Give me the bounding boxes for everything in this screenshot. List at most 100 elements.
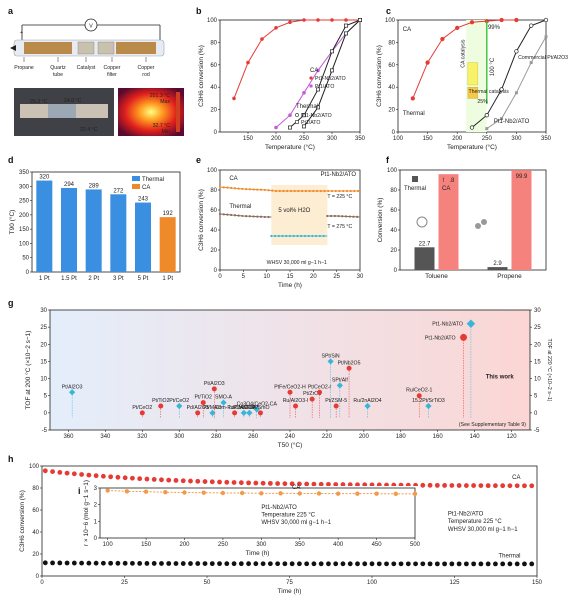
x-tick-label: 220: [322, 434, 333, 440]
point-label: PtFe/CeO2-H: [274, 384, 306, 390]
data-point: [340, 482, 346, 487]
svg-text:V: V: [89, 24, 93, 30]
data-point: [303, 234, 307, 238]
data-point: [42, 560, 48, 566]
point-label: Pt1-Nb2/ATO: [425, 335, 456, 341]
y-tick-label: 1: [94, 519, 98, 525]
data-point: [105, 488, 110, 493]
data-point: [122, 560, 128, 566]
y-right-tick-label: 15: [534, 359, 541, 365]
x-tick-label: 150: [141, 542, 152, 548]
data-point: [238, 480, 244, 486]
x-tick-label: 200: [452, 136, 463, 142]
data-point: [275, 481, 281, 486]
y-tick-label: 30: [40, 308, 47, 314]
data-point: [144, 561, 150, 566]
y-tick-label: 0: [394, 268, 398, 274]
data-point: [297, 491, 302, 496]
y-tick-label: 2: [94, 503, 98, 509]
data-point: [522, 483, 527, 489]
x-axis-label: Temperature (°C): [265, 143, 315, 151]
data-point: [64, 470, 70, 476]
annotation-ca: CA: [292, 485, 300, 491]
data-point: [233, 214, 237, 217]
y-tick-label: 40: [32, 530, 39, 536]
series-line-3: [327, 215, 361, 218]
data-point: [241, 214, 244, 218]
data-point: [188, 561, 193, 566]
legend-entry: CA: [442, 186, 450, 192]
data-point: [344, 31, 348, 36]
data-point: [209, 479, 215, 485]
data-point: [288, 234, 292, 238]
data-point: [330, 49, 334, 54]
data-point: [355, 491, 360, 496]
data-point: [302, 91, 306, 95]
data-point: [267, 561, 273, 567]
series-line-1: [471, 19, 547, 128]
x-tick-label: 200: [271, 136, 282, 142]
data-point: [302, 124, 306, 129]
x-tick-label: 300: [327, 136, 338, 142]
x-tick-label: 250: [482, 136, 493, 142]
data-point: [252, 215, 255, 218]
data-point: [434, 561, 440, 567]
data-point: [151, 561, 157, 566]
x-axis-label: Time (h): [278, 282, 302, 289]
x-category-label: 1 Pt: [162, 276, 173, 282]
data-point: [329, 214, 333, 218]
data-point: [252, 188, 255, 191]
y-tick-label: 100: [387, 168, 398, 174]
data-point: [79, 560, 84, 566]
data-point: [144, 476, 150, 482]
data-point: [267, 215, 270, 219]
data-point: [352, 215, 355, 218]
data-point: [124, 489, 130, 494]
data-point: [349, 189, 352, 193]
y-tick-label: 150: [19, 227, 30, 233]
data-point: [270, 234, 273, 238]
data-point: [316, 491, 322, 496]
point-label: Pd/Al2O3: [187, 405, 209, 411]
data-point: [327, 358, 334, 365]
data-point: [246, 60, 250, 65]
data-point: [311, 234, 314, 238]
data-point: [245, 215, 248, 218]
data-point: [273, 234, 277, 238]
y-tick-label: 20: [210, 108, 217, 114]
y-tick-label: 60: [32, 508, 39, 514]
data-point: [100, 473, 106, 479]
photo-temp-1: 25.3 °C: [30, 99, 48, 105]
data-point: [195, 561, 201, 566]
data-point: [274, 26, 278, 30]
annotation-supplementary: (See Supplementary Table 9): [459, 422, 526, 428]
y-tick-label: 100: [385, 18, 396, 24]
y-right-tick-label: 0: [534, 411, 538, 417]
x-tick-label: 150: [423, 136, 434, 142]
data-point: [238, 561, 244, 567]
y-tick-label: 0: [392, 130, 396, 136]
data-point: [376, 561, 382, 567]
data-point: [260, 37, 264, 41]
y-right-tick-label: 20: [534, 342, 541, 348]
y-axis-label: C3H6 conversion (%): [198, 45, 205, 107]
data-point: [316, 18, 320, 22]
data-point: [278, 189, 281, 193]
data-point: [237, 187, 240, 190]
data-point: [287, 389, 293, 395]
y-axis-label: C3H6 conversion (%): [198, 189, 205, 251]
schematic-label: Propane: [14, 65, 34, 71]
data-point: [333, 561, 339, 567]
plot-frame: [99, 487, 416, 539]
data-point: [271, 189, 274, 192]
data-point: [139, 410, 145, 416]
plot-frame: [399, 169, 547, 271]
propene-molecule-icon: [475, 223, 481, 229]
plot-background: [50, 310, 530, 430]
data-point: [275, 561, 281, 567]
point-label: Pt/Al2O3: [204, 381, 225, 387]
data-point: [391, 561, 397, 567]
data-point: [282, 481, 288, 487]
data-point: [425, 60, 430, 65]
data-point: [315, 189, 319, 193]
